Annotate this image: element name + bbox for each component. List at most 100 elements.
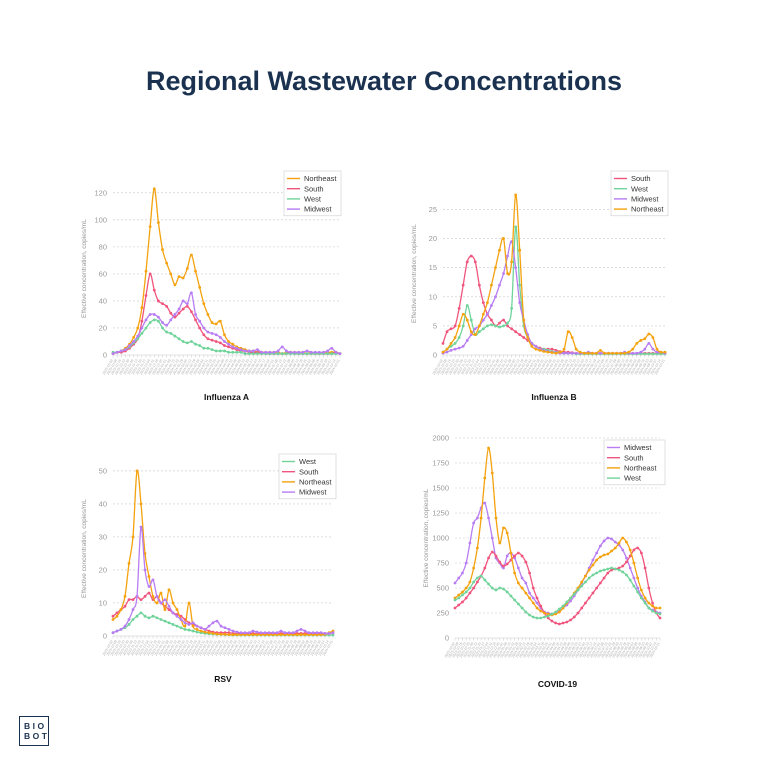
data-point	[490, 471, 494, 475]
data-point	[475, 546, 479, 550]
data-point	[464, 561, 468, 565]
legend-label: West	[299, 457, 317, 466]
data-point	[625, 540, 628, 544]
data-point	[538, 348, 542, 352]
data-point	[187, 623, 191, 626]
data-point	[218, 341, 222, 345]
data-point	[151, 594, 155, 598]
data-point	[472, 566, 476, 570]
data-point	[520, 606, 524, 610]
y-tick-label: 1750	[432, 459, 449, 468]
data-point	[554, 351, 558, 355]
data-point	[445, 350, 449, 354]
data-point	[271, 631, 275, 635]
data-point	[210, 321, 214, 324]
data-point	[199, 629, 203, 633]
y-tick-label: 1000	[432, 534, 449, 543]
data-point	[194, 342, 197, 346]
data-point	[267, 633, 271, 637]
data-point	[181, 340, 185, 343]
data-point	[152, 288, 156, 292]
data-point	[161, 321, 164, 324]
data-point	[510, 307, 514, 310]
data-point	[202, 346, 206, 350]
data-point	[475, 516, 479, 520]
series-northeast	[441, 193, 667, 355]
data-point	[309, 350, 313, 354]
data-point	[647, 341, 651, 345]
data-point	[506, 321, 509, 325]
series-midwest	[453, 501, 662, 616]
data-point	[639, 350, 643, 354]
data-point	[276, 352, 280, 356]
data-point	[531, 586, 535, 590]
data-point	[115, 629, 119, 633]
data-point	[159, 601, 163, 605]
data-point	[185, 302, 189, 306]
data-point	[165, 323, 169, 327]
data-point	[587, 568, 591, 572]
data-point	[303, 629, 307, 633]
data-point	[546, 616, 550, 620]
data-point	[198, 326, 202, 330]
data-point	[494, 554, 498, 558]
data-point	[610, 537, 613, 541]
data-point	[539, 604, 543, 608]
data-point	[115, 614, 119, 618]
y-tick-label: 0	[445, 634, 449, 643]
data-point	[524, 591, 528, 595]
series-south	[453, 546, 662, 626]
data-point	[127, 618, 131, 621]
data-point	[231, 350, 235, 354]
data-point	[505, 531, 509, 535]
data-point	[602, 568, 606, 572]
data-point	[632, 548, 636, 552]
data-point	[218, 336, 222, 339]
series-line	[442, 255, 665, 354]
data-point	[461, 324, 465, 328]
data-point	[636, 590, 640, 594]
data-point	[453, 341, 457, 345]
data-point	[161, 302, 164, 306]
data-point	[535, 616, 539, 620]
data-point	[227, 340, 230, 343]
data-point	[173, 315, 177, 319]
data-point	[171, 601, 175, 605]
data-point	[584, 601, 587, 605]
data-point	[461, 590, 464, 594]
data-point	[169, 272, 173, 276]
data-point	[479, 574, 483, 578]
logo-line-1: BIO	[24, 721, 47, 731]
data-point	[127, 598, 131, 602]
data-point	[211, 621, 215, 625]
data-point	[483, 578, 487, 582]
data-point	[210, 331, 214, 335]
data-point	[301, 350, 305, 354]
data-point	[157, 315, 160, 319]
data-point	[223, 340, 226, 343]
data-point	[131, 598, 135, 602]
data-point	[584, 574, 587, 578]
data-point	[169, 331, 173, 335]
data-point	[570, 336, 574, 339]
data-point	[615, 351, 618, 355]
y-tick-label: 0	[103, 632, 107, 641]
data-point	[155, 594, 159, 598]
data-point	[520, 576, 524, 580]
data-point	[490, 304, 493, 307]
data-point	[223, 349, 226, 353]
data-point	[235, 346, 239, 350]
data-point	[469, 254, 473, 258]
data-point	[617, 541, 621, 545]
data-point	[506, 254, 509, 258]
data-point	[494, 324, 497, 328]
data-point	[530, 344, 534, 348]
data-point	[155, 616, 159, 620]
data-point	[123, 604, 127, 608]
data-point	[599, 351, 602, 355]
data-point	[214, 322, 218, 326]
data-point	[143, 594, 147, 598]
data-point	[139, 525, 143, 529]
data-point	[255, 633, 259, 637]
data-point	[636, 546, 640, 550]
